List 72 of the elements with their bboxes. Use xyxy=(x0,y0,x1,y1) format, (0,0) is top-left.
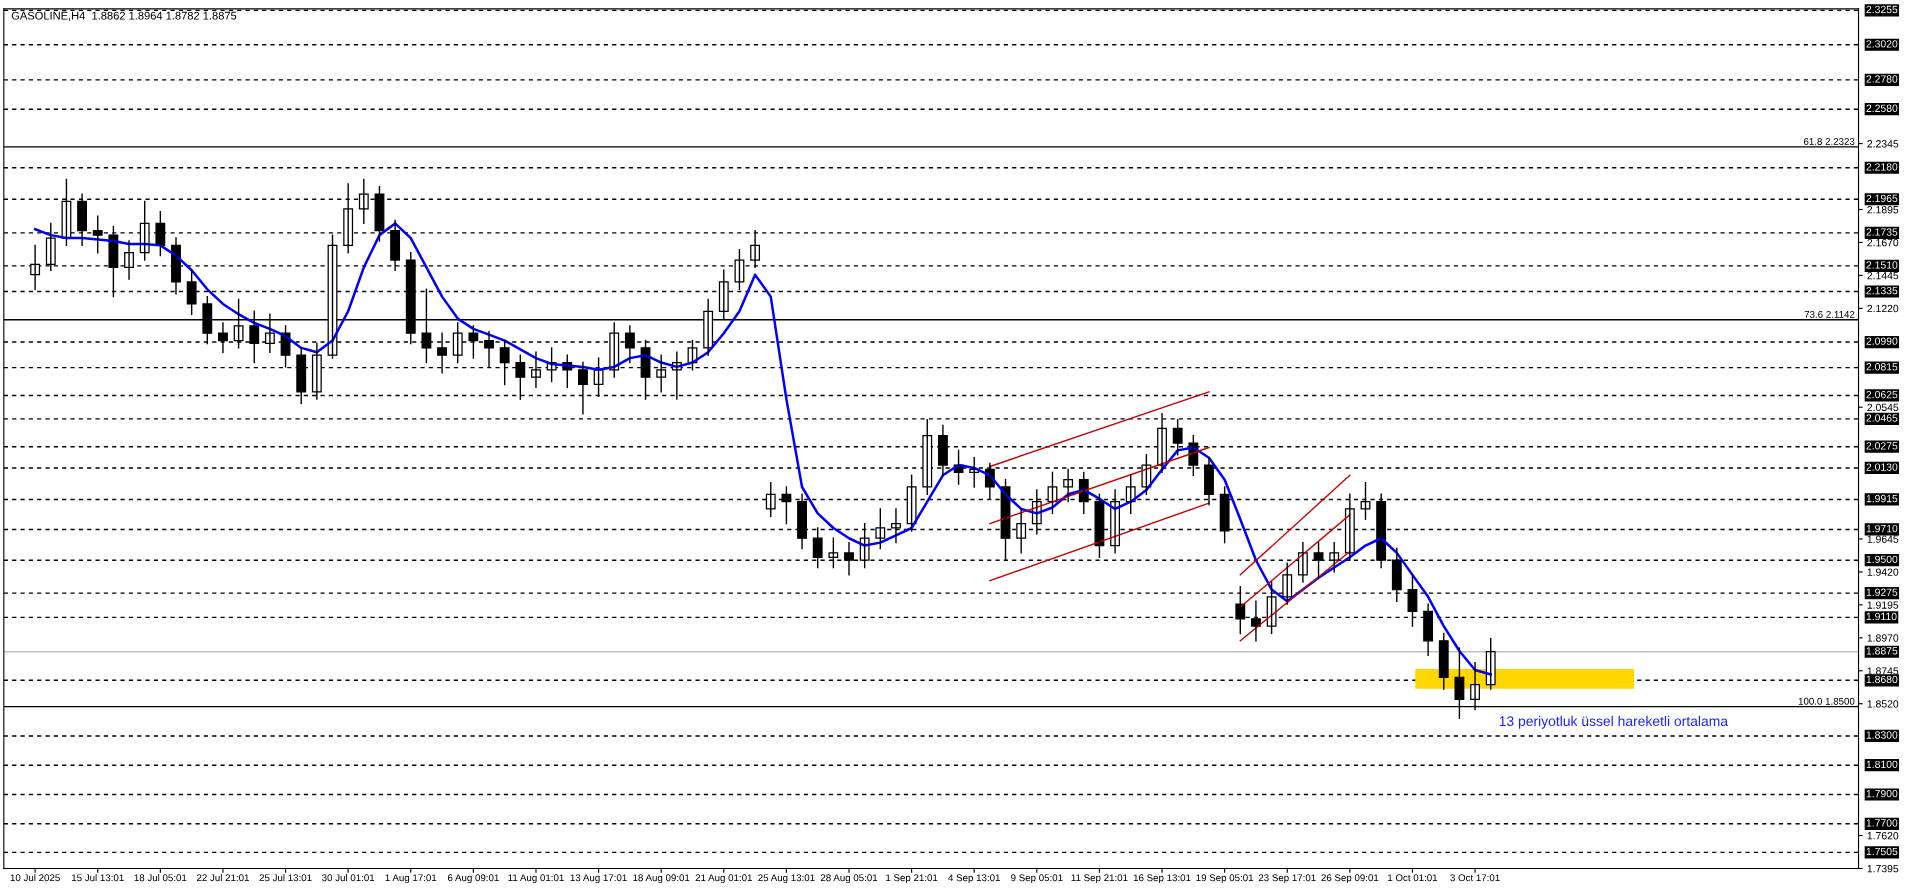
ref-line-label: 1.8875 xyxy=(1866,647,1898,655)
annotation: 13 periyotluk üssel hareketli ortalama xyxy=(1499,715,1728,729)
x-tick-label: 22 Jul 21:01 xyxy=(196,874,249,882)
ref-line-label: 1.9275 xyxy=(1866,588,1898,596)
y-tick-label: 1.7620 xyxy=(1867,832,1899,840)
x-tick-label: 25 Aug 13:01 xyxy=(758,874,815,884)
ref-line-label: 1.7900 xyxy=(1866,789,1898,798)
x-tick-label: 16 Sep 13:01 xyxy=(1133,874,1191,884)
ref-line-label: 2.2180 xyxy=(1866,163,1898,171)
x-tick-label: 30 Jul 01:01 xyxy=(322,874,375,882)
x-tick-label: 1 Aug 17:01 xyxy=(385,874,437,884)
x-tick-label: 18 Jul 05:01 xyxy=(134,874,187,882)
x-tick-label: 18 Aug 09:01 xyxy=(633,874,690,884)
y-tick-label: 2.2345 xyxy=(1867,140,1899,148)
x-tick-label: 28 Aug 05:01 xyxy=(820,874,878,884)
y-tick-label: 2.1445 xyxy=(1867,271,1899,280)
ref-line-label: 2.0990 xyxy=(1866,337,1898,345)
x-tick-label: 15 Jul 13:01 xyxy=(72,874,124,882)
y-tick-label: 1.9645 xyxy=(1867,535,1899,543)
x-tick-label: 23 Sep 17:01 xyxy=(1258,874,1316,884)
y-tick-label: 1.8520 xyxy=(1867,700,1899,708)
ref-line-label: 1.9915 xyxy=(1866,494,1898,503)
ref-line-label: 2.0815 xyxy=(1866,363,1898,371)
y-tick-label: 2.1895 xyxy=(1867,206,1899,214)
ref-line-label: 2.0465 xyxy=(1866,414,1898,422)
ref-line-label: 1.9500 xyxy=(1866,555,1898,564)
x-tick-label: 1 Sep 21:01 xyxy=(886,874,938,884)
ref-line-label: 2.1510 xyxy=(1866,261,1898,269)
x-tick-label: 6 Aug 09:01 xyxy=(447,874,499,884)
ref-line-label: 61.8 2.2323 xyxy=(1803,138,1855,145)
ref-line-label: 1.7505 xyxy=(1866,847,1898,856)
y-tick-label: 1.9420 xyxy=(1867,568,1899,576)
ref-line-label: 2.3020 xyxy=(1866,40,1898,48)
y-tick-label: 2.1670 xyxy=(1867,238,1899,247)
x-tick-label: 25 Jul 13:01 xyxy=(259,874,312,882)
x-tick-label: 26 Sep 09:01 xyxy=(1321,874,1379,884)
ref-line-label: 2.0275 xyxy=(1866,442,1898,450)
chart-title: GASOLINE,H4 1.8862 1.8964 1.8782 1.8875 xyxy=(11,11,237,21)
x-tick-label: 13 Aug 17:01 xyxy=(570,874,627,884)
y-tick-label: 2.1220 xyxy=(1867,304,1899,313)
ref-line-label: 1.9110 xyxy=(1866,612,1897,621)
x-tick-label: 3 Oct 17:01 xyxy=(1450,874,1500,882)
ref-line-label: 1.8300 xyxy=(1866,731,1898,739)
y-tick-label: 1.7395 xyxy=(1867,864,1899,873)
x-tick-label: 11 Aug 01:01 xyxy=(508,874,564,884)
ref-line-label: 2.1335 xyxy=(1866,286,1898,295)
candlestick xyxy=(1438,632,1449,690)
x-tick-label: 9 Sep 05:01 xyxy=(1011,874,1063,884)
ref-line-label: 100.0 1.8500 xyxy=(1798,697,1855,705)
y-tick-label: 1.9195 xyxy=(1867,601,1899,609)
x-tick-label: 19 Sep 05:01 xyxy=(1196,874,1254,884)
ref-line-label: 2.0130 xyxy=(1866,463,1898,471)
ref-line-label: 2.1965 xyxy=(1866,194,1898,203)
ref-line-label: 73.6 2.1142 xyxy=(1804,310,1855,318)
ref-line-label: 1.8680 xyxy=(1866,675,1898,684)
ref-line-label: 2.1735 xyxy=(1866,228,1898,236)
x-tick-label: 11 Sep 21:01 xyxy=(1071,874,1128,884)
y-tick-label: 1.8970 xyxy=(1867,634,1899,642)
ref-line-label: 1.9710 xyxy=(1866,524,1898,533)
y-tick-label: 1.8745 xyxy=(1867,667,1899,675)
ref-line-label: 2.2580 xyxy=(1866,104,1898,112)
x-tick-label: 4 Sep 13:01 xyxy=(948,874,1000,884)
ref-line-label: 2.2780 xyxy=(1866,75,1898,83)
x-tick-label: 1 Oct 01:01 xyxy=(1388,874,1438,882)
x-tick-label: 21 Aug 01:01 xyxy=(695,874,752,884)
ref-line-label: 2.3255 xyxy=(1866,5,1898,14)
y-tick-label: 2.0545 xyxy=(1867,403,1899,412)
candlestick xyxy=(1329,541,1340,573)
ref-line-label: 1.8100 xyxy=(1866,760,1898,769)
x-tick-label: 10 Jul 2025 xyxy=(10,874,60,882)
ref-line-label: 2.0625 xyxy=(1866,390,1898,399)
ref-line-label: 1.7700 xyxy=(1866,819,1898,827)
